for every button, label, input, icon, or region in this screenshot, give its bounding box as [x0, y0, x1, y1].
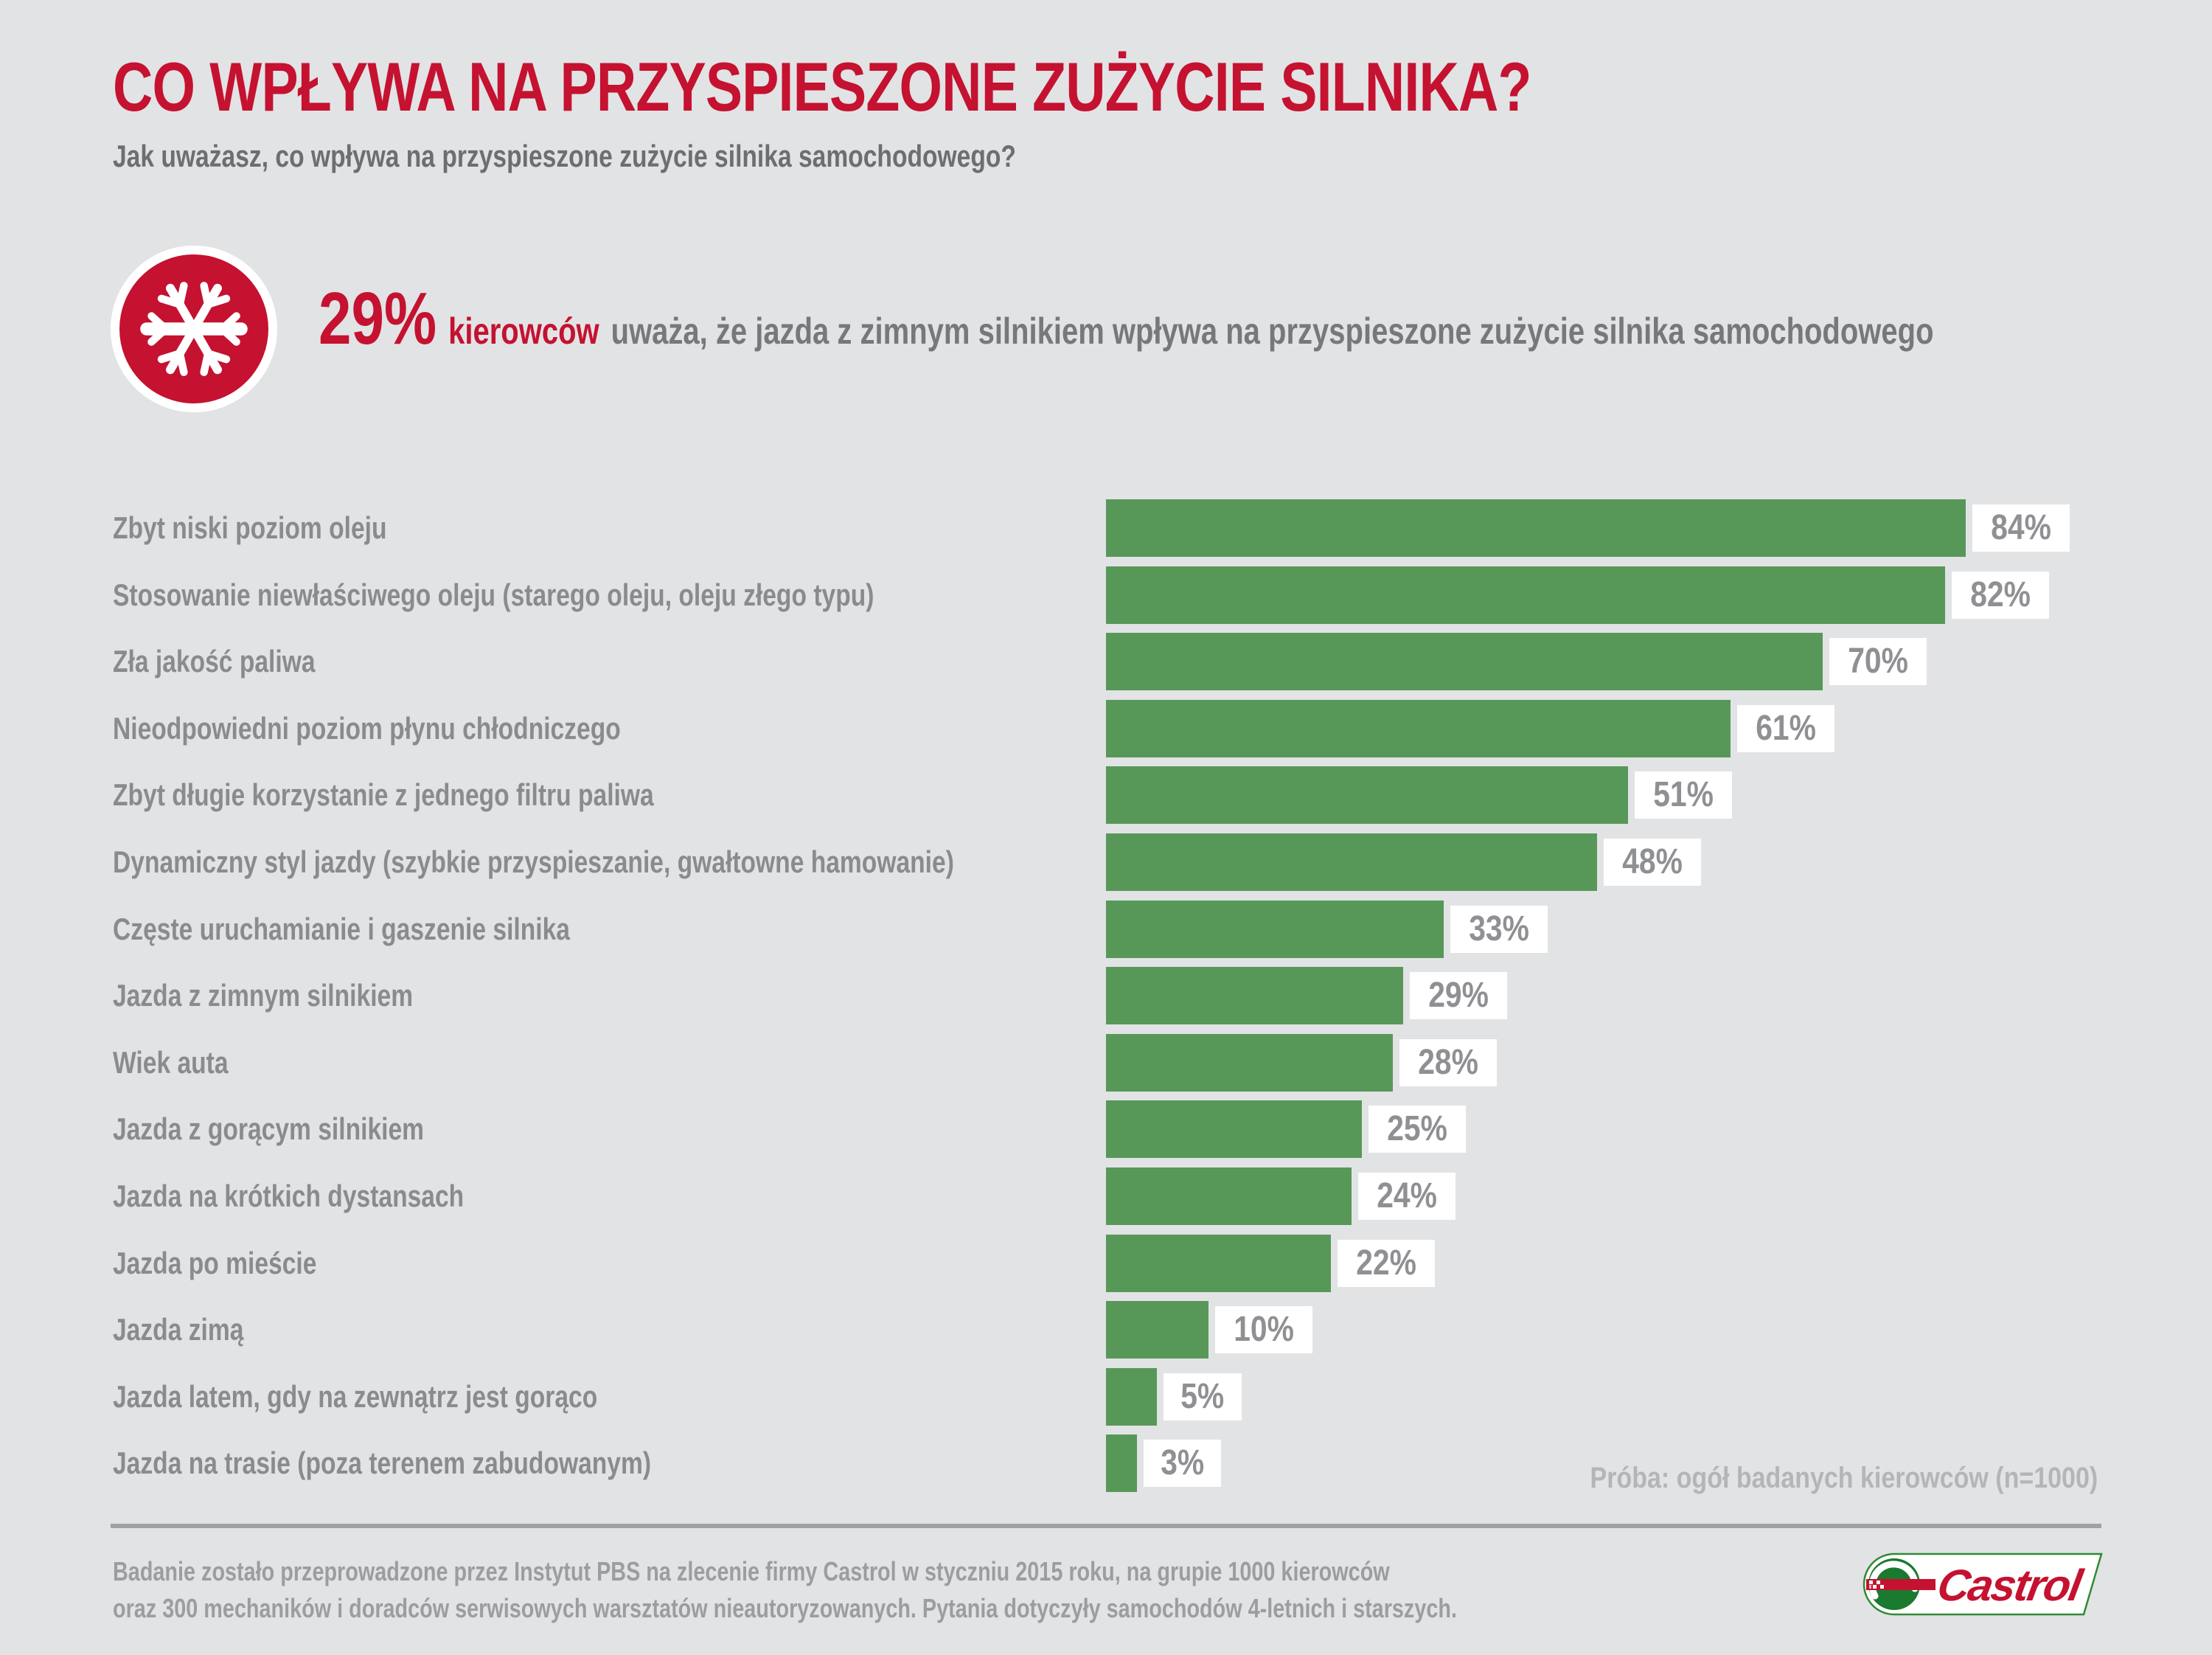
value-badge: 84%: [1972, 504, 2070, 552]
bar: [1106, 1301, 1208, 1359]
bar-label: Zbyt długie korzystanie z jednego filtru…: [113, 777, 654, 813]
castrol-logo: Castrol: [1860, 1552, 2104, 1617]
logo-plate: [1863, 1552, 2103, 1616]
value-badge: 24%: [1358, 1173, 1456, 1220]
value-badge: 29%: [1409, 972, 1507, 1020]
bar-label: Zbyt niski poziom oleju: [113, 510, 387, 545]
chart-row: Wiek auta 28%: [0, 1033, 2212, 1092]
sample-note: Próba: ogół badanych kierowców (n=1000): [1590, 1462, 2098, 1494]
chart-row: Jazda na krótkich dystansach 24%: [0, 1167, 2212, 1225]
value-badge: 48%: [1604, 839, 1702, 886]
bar-label: Jazda zimą: [113, 1312, 244, 1347]
snowflake-badge: [111, 246, 277, 412]
value-badge: 28%: [1399, 1038, 1497, 1086]
bar: [1106, 766, 1628, 825]
value-badge: 70%: [1829, 638, 1927, 686]
value-badge: 10%: [1214, 1306, 1312, 1354]
chart-row: Jazda zimą 10%: [0, 1301, 2212, 1359]
bar: [1106, 499, 1966, 557]
bar: [1106, 699, 1731, 757]
chart-row: Częste uruchamianie i gaszenie silnika 33…: [0, 900, 2212, 958]
bar-label: Jazda po mieście: [113, 1245, 317, 1280]
bar: [1106, 900, 1444, 958]
bar: [1106, 833, 1598, 891]
bar-label: Zła jakość paliwa: [113, 644, 316, 679]
key-stat-percent: 29%: [319, 277, 437, 360]
bar: [1106, 1434, 1137, 1493]
chart-row: Zbyt długie korzystanie z jednego filtru…: [0, 766, 2212, 825]
bar-label: Jazda z gorącym silnikiem: [113, 1111, 425, 1147]
chart-row: Jazda po mieście 22%: [0, 1234, 2212, 1292]
snowflake-icon: [140, 282, 248, 376]
value-badge: 5%: [1164, 1373, 1242, 1420]
bar: [1106, 1100, 1362, 1159]
bar: [1106, 566, 1946, 624]
bar-label: Jazda na trasie (poza terenem zabudowany…: [113, 1446, 652, 1481]
value-badge: 82%: [1952, 571, 2050, 619]
logo-wordmark: Castrol: [1934, 1560, 2087, 1609]
bar: [1106, 967, 1403, 1025]
chart-row: Nieodpowiedni poziom płynu chłodniczego 6…: [0, 699, 2212, 757]
methodology-line2: oraz 300 mechaników i doradców serwisowy…: [113, 1593, 1457, 1623]
chart-row: Jazda na trasie (poza terenem zabudowany…: [0, 1434, 2212, 1493]
chart-row: Stosowanie niewłaściwego oleju (starego …: [0, 566, 2212, 624]
bar-label: Dynamiczny styl jazdy (szybkie przyspies…: [113, 844, 954, 879]
bar: [1106, 1033, 1393, 1092]
value-badge: 22%: [1338, 1239, 1436, 1287]
value-badge: 25%: [1368, 1106, 1467, 1153]
bar-label: Nieodpowiedni poziom płynu chłodniczego: [113, 710, 621, 746]
chart-row: Jazda z zimnym silnikiem 29%: [0, 967, 2212, 1025]
methodology-line1: Badanie zostało przeprowadzone przez Ins…: [113, 1556, 1390, 1586]
bar: [1106, 1167, 1352, 1225]
methodology-note: Badanie zostało przeprowadzone przez Ins…: [113, 1553, 1457, 1627]
bar-label: Jazda latem, gdy na zewnątrz jest gorąco: [113, 1378, 598, 1414]
page-title: CO WPŁYWA NA PRZYSPIESZONE ZUŻYCIE SILNI…: [113, 48, 1531, 125]
footer-divider: [111, 1524, 2101, 1528]
page-subtitle: Jak uważasz, co wpływa na przyspieszone …: [113, 139, 1016, 173]
bar-label: Wiek auta: [113, 1044, 229, 1080]
key-stat-subject: kierowców: [448, 310, 599, 352]
value-badge: 61%: [1736, 704, 1834, 752]
bar-label: Jazda z zimnym silnikiem: [113, 978, 414, 1013]
value-badge: 3%: [1143, 1440, 1221, 1488]
chart-row: Zbyt niski poziom oleju 84%: [0, 499, 2212, 557]
chart-row: Dynamiczny styl jazdy (szybkie przyspies…: [0, 833, 2212, 891]
chart-row: Zła jakość paliwa 70%: [0, 633, 2212, 691]
value-badge: 51%: [1634, 771, 1732, 819]
bar-label: Jazda na krótkich dystansach: [113, 1179, 465, 1213]
bar: [1106, 1367, 1158, 1426]
bar: [1106, 1234, 1332, 1292]
value-badge: 33%: [1450, 905, 1548, 953]
bar-label: Stosowanie niewłaściwego oleju (starego …: [113, 577, 874, 612]
key-stat-sentence: 29% kierowców uważa, że jazda z zimnym s…: [319, 282, 1934, 355]
chart-row: Jazda latem, gdy na zewnątrz jest gorąco…: [0, 1367, 2212, 1426]
bar-label: Częste uruchamianie i gaszenie silnika: [113, 911, 570, 946]
chart-row: Jazda z gorącym silnikiem 25%: [0, 1100, 2212, 1159]
key-stat-text: uważa, że jazda z zimnym silnikiem wpływ…: [611, 310, 1934, 352]
bar: [1106, 633, 1823, 691]
